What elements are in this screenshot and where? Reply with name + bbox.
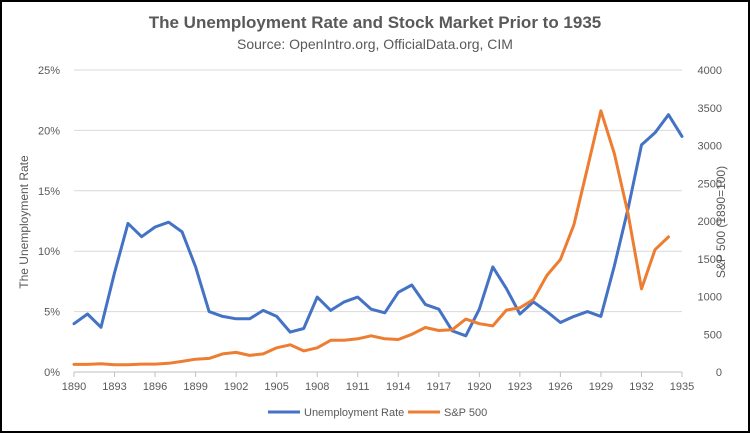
- y-right-tick-label: 0: [716, 367, 722, 379]
- x-tick-label: 1902: [224, 381, 248, 393]
- x-tick-label: 1905: [264, 381, 288, 393]
- y-left-tick-label: 10%: [38, 246, 60, 258]
- gridlines: [74, 69, 682, 313]
- y-axis-right-title: S&P 500 (1890=100): [714, 166, 728, 278]
- x-tick-label: 1911: [346, 381, 370, 393]
- series-lines: [72, 109, 684, 367]
- y-right-tick-label: 4000: [698, 65, 722, 77]
- x-tick-label: 1899: [183, 381, 207, 393]
- sp500-line: [72, 109, 670, 367]
- y-axis-left-title: The Unemployment Rate: [17, 155, 31, 289]
- y-left-tick-label: 20%: [38, 125, 60, 137]
- chart-title: The Unemployment Rate and Stock Market P…: [149, 13, 602, 32]
- x-tick-label: 1926: [548, 381, 572, 393]
- y-right-tick-label: 3500: [698, 103, 722, 115]
- x-tick-label: 1929: [589, 381, 613, 393]
- unemployment-rate-line: [72, 113, 684, 338]
- x-tick-label: 1914: [386, 381, 410, 393]
- x-tick-label: 1896: [143, 381, 167, 393]
- x-tick-label: 1923: [508, 381, 532, 393]
- y-right-tick-label: 1000: [698, 292, 722, 304]
- y-left-tick-label: 0%: [44, 367, 60, 379]
- y-left-tick-label: 25%: [38, 65, 60, 77]
- y-left-tick-label: 5%: [44, 307, 60, 319]
- y-right-tick-label: 2000: [698, 216, 722, 228]
- y-left-tick-label: 15%: [38, 186, 60, 198]
- chart-subtitle: Source: OpenIntro.org, OfficialData.org,…: [237, 36, 513, 52]
- y-right-tick-label: 1500: [698, 254, 722, 266]
- x-tick-label: 1935: [670, 381, 694, 393]
- y-right-tick-label: 3000: [698, 141, 722, 153]
- x-tick-label: 1893: [102, 381, 126, 393]
- x-tick-label: 1932: [629, 381, 653, 393]
- x-tick-label: 1908: [305, 381, 329, 393]
- x-tick-label: 1920: [467, 381, 491, 393]
- legend: Unemployment Rate S&P 500: [268, 407, 487, 419]
- x-tick-label: 1890: [62, 381, 86, 393]
- legend-label-sp500: S&P 500: [444, 407, 487, 419]
- axis-ticks: 0% 5% 10% 15% 20% 25% 0 500 1000 1500 2000 2500 3000…: [38, 65, 722, 393]
- y-right-tick-label: 2500: [698, 178, 722, 190]
- y-right-tick-label: 500: [704, 329, 722, 341]
- x-tick-label: 1917: [427, 381, 451, 393]
- legend-label-unemployment: Unemployment Rate: [304, 407, 404, 419]
